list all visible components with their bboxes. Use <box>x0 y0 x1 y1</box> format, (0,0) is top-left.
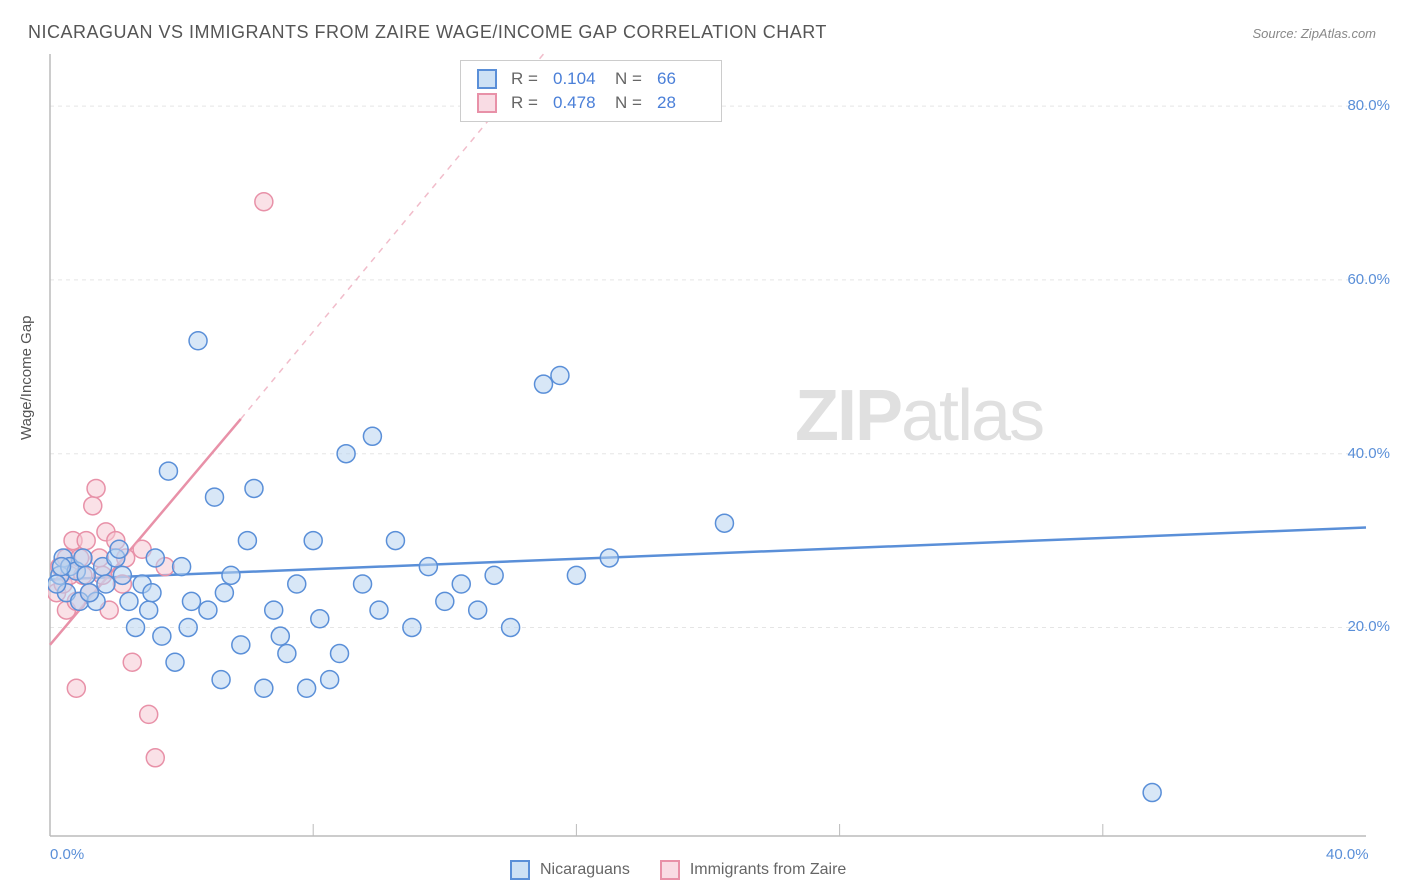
source-label: Source: ZipAtlas.com <box>1252 26 1376 41</box>
stats-row-0: R = 0.104 N = 66 <box>477 67 705 91</box>
scatter-chart <box>48 52 1368 838</box>
stats-legend: R = 0.104 N = 66 R = 0.478 N = 28 <box>460 60 722 122</box>
x-tick-label: 0.0% <box>50 846 84 863</box>
bottom-legend-item-1: Immigrants from Zaire <box>660 860 846 880</box>
chart-title: NICARAGUAN VS IMMIGRANTS FROM ZAIRE WAGE… <box>28 22 827 43</box>
y-tick-label: 20.0% <box>1347 618 1390 635</box>
bottom-swatch-1 <box>660 860 680 880</box>
stats-n-1: 28 <box>657 93 705 113</box>
stats-n-0: 66 <box>657 69 705 89</box>
bottom-legend: Nicaraguans Immigrants from Zaire <box>510 860 846 880</box>
stats-row-1: R = 0.478 N = 28 <box>477 91 705 115</box>
y-tick-label: 40.0% <box>1347 445 1390 462</box>
bottom-legend-item-0: Nicaraguans <box>510 860 630 880</box>
bottom-swatch-0 <box>510 860 530 880</box>
stats-r-0: 0.104 <box>553 69 601 89</box>
y-tick-label: 60.0% <box>1347 271 1390 288</box>
stats-r-1: 0.478 <box>553 93 601 113</box>
stats-swatch-0 <box>477 69 497 89</box>
y-axis-label: Wage/Income Gap <box>18 315 35 440</box>
y-tick-label: 80.0% <box>1347 97 1390 114</box>
stats-swatch-1 <box>477 93 497 113</box>
x-tick-label: 40.0% <box>1326 846 1369 863</box>
